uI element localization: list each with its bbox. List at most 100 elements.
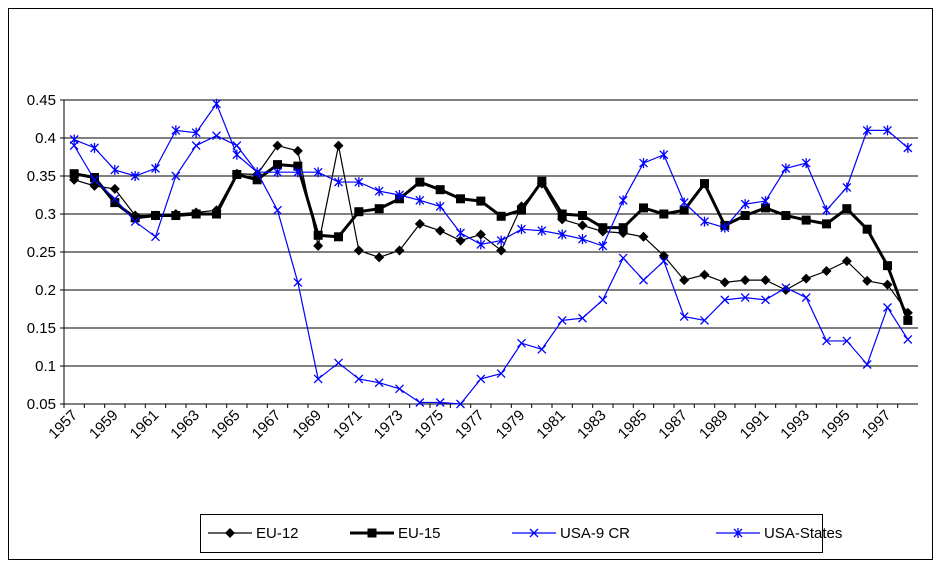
y-tick-label: 0.3 [35,206,56,223]
marker [191,209,201,219]
series-line [73,102,909,247]
marker [252,167,262,178]
legend-label: USA-States [764,525,842,542]
marker [374,204,384,214]
marker [639,275,648,285]
marker [557,209,567,219]
y-tick-label: 0.35 [27,168,56,185]
marker [476,196,486,206]
marker [455,235,466,246]
marker [618,195,628,206]
marker [435,225,446,236]
marker [842,336,852,346]
marker [801,273,812,284]
marker [882,279,893,290]
marker [334,177,343,188]
marker [618,253,628,263]
marker [456,194,465,204]
marker [578,211,587,221]
marker [883,125,892,136]
legend-label: EU-15 [398,525,441,542]
marker [293,167,303,178]
marker [476,239,486,250]
marker [415,398,425,407]
marker [333,140,344,151]
marker [151,211,160,221]
marker [292,145,303,156]
marker [151,232,160,242]
marker [822,205,831,216]
marker [273,167,282,178]
marker [313,230,323,240]
marker [822,336,831,346]
marker [517,224,526,235]
chart-border [8,8,933,560]
marker [191,127,201,138]
marker [374,252,385,263]
marker [496,245,507,256]
marker [110,198,120,208]
marker [110,164,120,175]
marker [171,171,181,181]
marker [334,358,343,368]
marker [395,384,404,394]
y-tick-label: 0.45 [27,92,56,109]
marker [700,315,709,325]
marker [232,169,242,179]
marker [374,378,384,388]
marker [700,216,709,227]
marker [130,171,140,181]
marker [659,149,669,160]
marker [679,275,690,286]
marker [740,293,750,303]
marker [700,179,709,189]
marker [862,275,873,286]
marker [130,217,140,227]
marker [903,334,913,344]
marker [69,134,79,145]
legend-label: USA-9 CR [560,525,630,542]
marker [90,175,99,185]
marker [313,374,323,384]
marker [821,266,832,276]
marker [435,201,445,212]
marker [529,528,539,538]
marker [191,141,201,151]
marker [638,231,649,242]
marker [761,295,770,305]
marker [414,218,425,229]
y-tick-label: 0.1 [35,358,56,375]
marker [659,209,669,219]
legend: EU-12 EU-15 USA-9 CR USA-States [200,514,842,553]
marker [334,232,343,242]
marker [496,211,506,221]
marker [761,203,770,213]
marker [293,277,303,287]
marker [212,209,221,219]
marker [130,213,140,223]
marker [842,182,852,193]
marker [659,256,669,266]
marker [395,190,404,200]
marker [89,180,100,191]
marker [598,223,608,233]
marker [293,161,303,171]
marker [354,374,364,384]
y-tick-label: 0.25 [27,244,56,261]
marker [883,261,892,271]
marker [456,399,465,409]
marker [639,158,648,169]
marker [719,277,730,288]
marker [151,163,160,174]
marker [598,240,608,251]
marker [212,131,221,141]
marker [69,169,79,179]
marker [435,398,445,407]
marker [475,229,486,240]
marker [801,158,811,169]
marker [822,219,831,229]
marker [862,125,872,136]
marker [517,205,526,215]
marker [456,228,465,238]
